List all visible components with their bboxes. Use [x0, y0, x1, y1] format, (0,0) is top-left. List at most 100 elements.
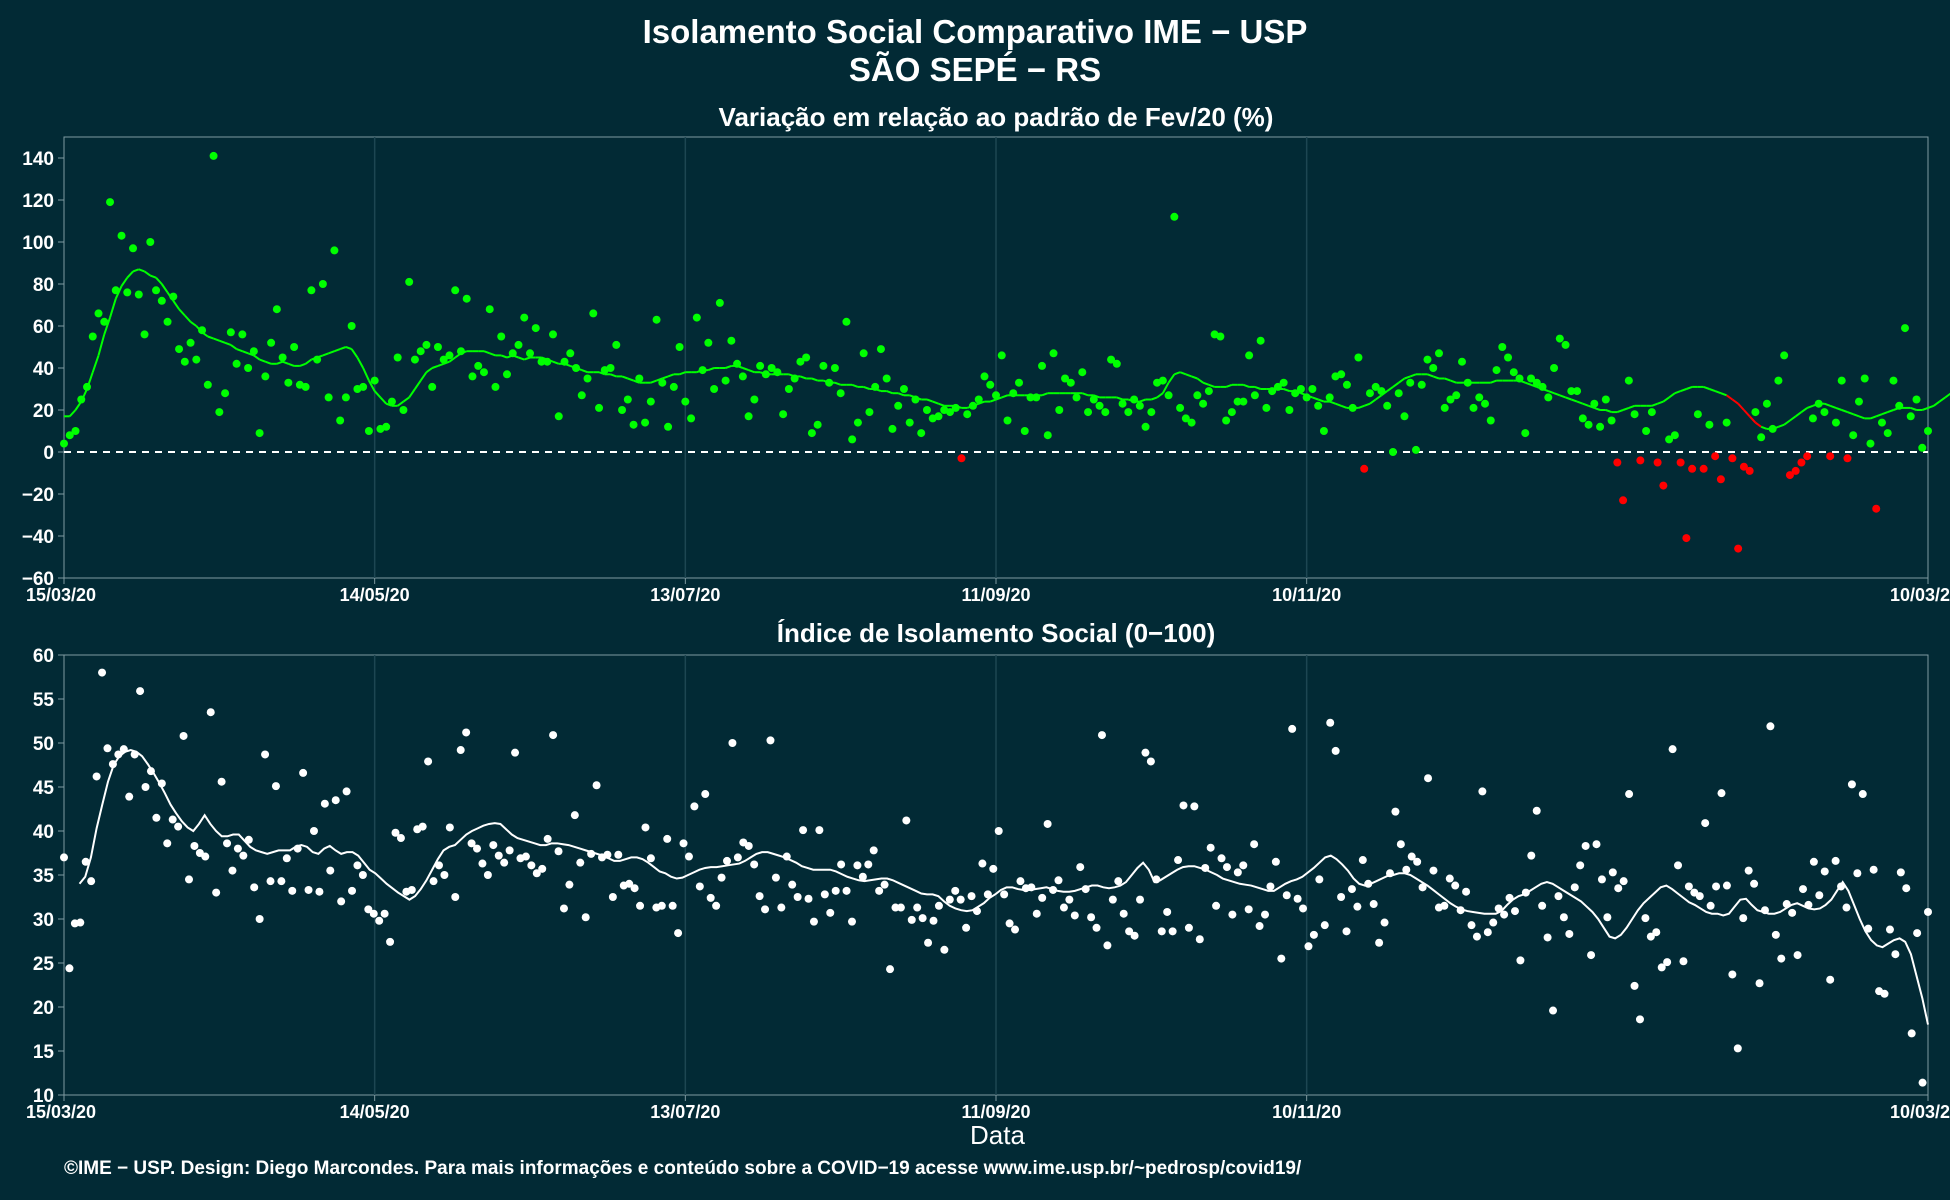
p1-data-point: [790, 374, 799, 383]
p1-data-point: [1124, 408, 1133, 417]
p1-data-point: [1360, 464, 1369, 473]
chart-title-line2: SÃO SEPÉ − RS: [848, 51, 1102, 88]
p1-trend-segment: [356, 357, 365, 369]
p1-data-point: [738, 372, 747, 381]
p1-data-point: [848, 435, 857, 444]
p2-data-point: [1054, 876, 1063, 885]
p1-trend-segment: [1651, 402, 1658, 407]
p2-data-point: [1184, 923, 1193, 932]
p1-data-point: [560, 357, 569, 366]
p1-trend-segment: [1202, 381, 1210, 386]
p1-trend-segment: [1161, 382, 1170, 394]
p1-data-point: [1296, 385, 1305, 393]
p2-data-point: [1543, 933, 1552, 942]
p1-trend-segment: [431, 364, 439, 369]
p2-data-point: [684, 852, 693, 861]
p2-data-point: [1842, 903, 1851, 912]
p1-data-point: [134, 290, 143, 299]
p2-data-point: [858, 872, 867, 881]
p2-y-tick-label: 35: [33, 866, 55, 887]
p2-data-point: [1913, 929, 1922, 938]
p2-data-point: [1157, 927, 1166, 936]
p1-data-point: [428, 382, 437, 391]
p2-data-point: [1244, 905, 1253, 914]
p2-data-point: [1049, 885, 1058, 894]
p1-data-point: [387, 397, 396, 406]
p2-data-point: [1902, 884, 1911, 893]
p1-data-point: [1130, 395, 1139, 404]
p1-data-point: [1877, 418, 1886, 427]
p2-data-point: [353, 861, 362, 870]
p1-data-point: [1883, 429, 1892, 438]
p2-data-point: [1233, 868, 1242, 877]
p1-data-point: [859, 349, 868, 358]
p1-data-point: [1481, 399, 1490, 408]
p1-data-point: [1256, 336, 1265, 345]
p2-data-point: [1293, 894, 1302, 903]
p1-data-point: [1365, 389, 1374, 398]
p2-data-point: [766, 736, 775, 745]
p2-data-point: [451, 893, 460, 901]
p2-data-point: [1869, 865, 1878, 874]
p1-data-point: [1705, 420, 1714, 429]
p1-trend-segment: [397, 400, 405, 407]
p1-data-point: [1377, 387, 1386, 396]
p2-data-point: [228, 866, 237, 875]
p2-data-point: [81, 857, 90, 866]
p2-data-point: [1766, 722, 1775, 731]
p2-data-point: [782, 852, 791, 861]
p2-data-point: [1788, 908, 1797, 917]
p2-data-point: [907, 915, 916, 924]
p1-data-point: [226, 328, 235, 337]
p2-data-point: [1418, 883, 1427, 892]
p1-data-point: [1584, 420, 1593, 429]
p1-trend-segment: [1156, 392, 1164, 399]
p1-data-point: [1434, 349, 1443, 358]
p2-data-point: [1070, 911, 1079, 920]
p1-x-tick-label: 14/05/20: [340, 585, 410, 605]
p1-data-point: [1170, 212, 1179, 221]
p1-trend-segment: [800, 375, 807, 380]
p2-data-point: [1016, 877, 1025, 886]
p1-trend-segment: [1938, 396, 1946, 403]
p1-trend-segment: [1174, 371, 1181, 376]
p1-data-point: [175, 345, 184, 354]
p2-data-point: [320, 799, 329, 808]
p1-data-point: [807, 429, 816, 438]
p1-trend-segment: [1737, 403, 1745, 411]
p1-data-point: [583, 374, 592, 383]
p1-data-point: [566, 349, 575, 358]
p2-data-point: [565, 880, 574, 889]
p1-trend-segment: [276, 360, 283, 365]
p2-data-point: [1027, 883, 1036, 892]
p2-data-point: [576, 858, 585, 867]
p1-trend-segment: [236, 348, 243, 353]
p1-trend-segment: [886, 390, 893, 395]
p1-trend-segment: [1524, 381, 1532, 386]
p1-data-point: [1245, 351, 1254, 360]
p2-data-point: [1375, 938, 1384, 947]
p2-data-point: [559, 904, 568, 913]
p1-data-point: [1578, 414, 1587, 423]
p2-data-point: [98, 668, 107, 677]
p2-data-point: [1103, 941, 1112, 950]
p1-data-point: [157, 296, 166, 305]
p1-data-point: [1624, 376, 1633, 385]
p2-data-point: [1309, 930, 1318, 939]
p1-data-point: [1780, 351, 1789, 360]
p1-data-point: [462, 294, 471, 303]
p1-data-point: [945, 408, 954, 417]
p1-data-point: [1504, 353, 1513, 362]
p2-data-point: [299, 768, 308, 777]
p2-data-point: [636, 901, 645, 910]
p2-data-point: [1337, 893, 1346, 901]
p2-data-point: [244, 835, 253, 844]
p2-data-point: [445, 823, 454, 832]
p1-data-point: [192, 355, 201, 364]
p1-data-point: [1268, 387, 1277, 396]
p1-data-point: [1440, 403, 1449, 412]
p2-y-tick-label: 15: [33, 1042, 55, 1063]
p1-data-point: [163, 317, 172, 326]
p1-trend-segment: [334, 348, 341, 353]
